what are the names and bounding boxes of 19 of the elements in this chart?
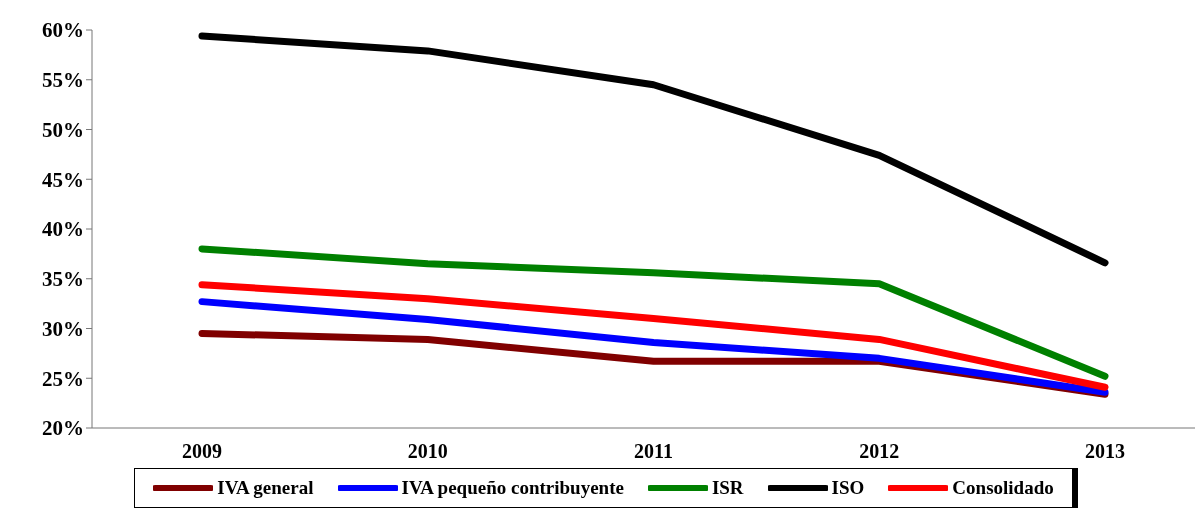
legend-label: IVA pequeño contribuyente — [401, 477, 624, 499]
x-tick-label: 2013 — [1085, 440, 1125, 463]
x-tick-label: 2012 — [859, 440, 900, 463]
legend-label: ISO — [831, 477, 865, 499]
y-tick-label: 25% — [42, 366, 84, 391]
legend-label: ISR — [711, 477, 744, 499]
legend-label: Consolidado — [952, 477, 1054, 499]
x-tick-label: 2011 — [634, 440, 673, 463]
y-tick-label: 40% — [42, 217, 84, 242]
y-tick-label: 55% — [42, 68, 84, 93]
y-tick-label: 30% — [42, 316, 84, 341]
x-tick-label: 2010 — [407, 440, 448, 463]
x-tick-label: 2009 — [182, 440, 222, 463]
y-tick-label: 35% — [42, 267, 84, 292]
y-tick-label: 50% — [42, 117, 84, 142]
y-tick-label: 60% — [42, 18, 84, 43]
legend-label: IVA general — [217, 477, 314, 499]
y-tick-label: 45% — [42, 167, 84, 192]
y-tick-label: 20% — [42, 416, 84, 441]
